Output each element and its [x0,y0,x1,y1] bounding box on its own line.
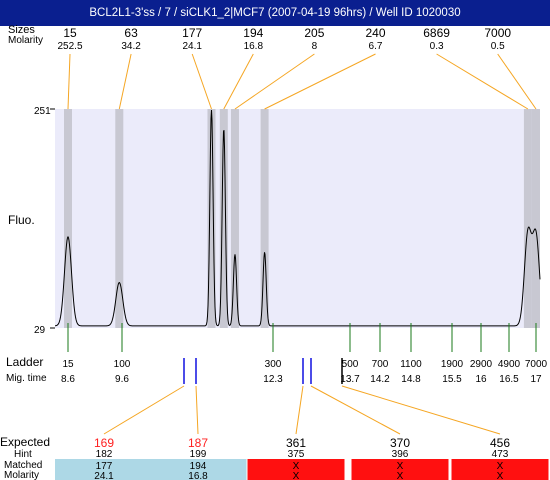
matched-molarity-label: 16.8 [188,471,208,480]
ladder-time-label: 9.6 [115,374,129,385]
peak-band-240 [260,109,269,328]
expected-leader-line [103,385,185,435]
ladder-size-label: 500 [342,359,359,370]
expected-leader-line [295,385,304,435]
ladder-size-label: 7000 [525,359,548,370]
peak-size-label: 205 [304,26,324,40]
matched-size-label: X [497,461,504,472]
peak-molarity-label: 252.5 [57,41,82,52]
ladder-time-label: 16 [475,374,487,385]
expected-leader-line [341,385,501,435]
expected-leader-line [310,385,401,435]
match-cell [247,459,345,480]
window-title-bar: BCL2L1-3'ss / 7 / siCLK1_2|MCF7 (2007-04… [0,0,550,26]
hint-size-label: 375 [288,449,305,460]
y-tick-top: 251 [34,106,51,117]
window-title: BCL2L1-3'ss / 7 / siCLK1_2|MCF7 (2007-04… [89,7,461,19]
peak-leader-line [223,53,254,110]
chart-marks: 15252.56334.217724.119416.820582406.7686… [50,26,549,480]
matched-molarity-label: 24.1 [94,471,114,480]
peak-size-label: 6869 [423,26,450,40]
ladder-row-label: Ladder [6,355,43,369]
expected-size-label: 370 [390,436,410,450]
expected-size-label: 361 [286,436,306,450]
peak-band-7000 [532,109,540,328]
match-cell [149,459,247,480]
expected-leader-line [195,385,199,435]
ladder-size-label: 4900 [498,359,521,370]
ladder-size-label: 1900 [441,359,464,370]
ladder-time-label: 17 [530,374,542,385]
peak-leader-line [436,53,529,110]
peak-molarity-label: 8 [312,41,318,52]
sizes-row-label: Sizes [8,24,35,36]
peak-leader-line [264,53,376,110]
peak-leader-line [234,53,315,110]
peak-molarity-label: 0.3 [430,41,444,52]
peak-band-63 [115,109,124,328]
matched-molarity-label: X [497,471,504,480]
hint-size-label: 182 [96,449,113,460]
ladder-time-label: 16.5 [499,374,519,385]
ladder-time-label: 14.8 [401,374,421,385]
peak-size-label: 240 [365,26,385,40]
matched-molarity-label: X [293,471,300,480]
matched-row-label: Matched [4,460,42,471]
hint-size-label: 396 [392,449,409,460]
peak-leader-line [67,53,71,110]
ladder-time-label: 15.5 [442,374,462,385]
peak-size-label: 7000 [484,26,511,40]
plot-area [55,109,540,328]
ladder-time-label: 14.2 [370,374,390,385]
ladder-time-label: 13.7 [340,374,360,385]
molarity-row-label: Molarity [8,35,43,46]
ladder-time-label: 12.3 [263,374,283,385]
y-tick-bottom: 29 [34,325,46,336]
peak-leader-line [191,53,212,110]
expected-size-label: 456 [490,436,510,450]
peak-size-label: 177 [182,26,202,40]
peak-leader-line [497,53,537,110]
matched-size-label: X [397,461,404,472]
peak-band-6869 [523,109,532,328]
peak-band-15 [64,109,72,328]
peak-molarity-label: 6.7 [369,41,383,52]
peak-molarity-label: 24.1 [182,41,202,52]
matched-size-label: X [293,461,300,472]
peak-molarity-label: 0.5 [491,41,505,52]
expected-size-label: 187 [188,436,208,450]
matched-molarity-label: X [397,471,404,480]
fluo-axis-label: Fluo. [8,213,35,227]
hint-size-label: 473 [492,449,509,460]
matched-size-label: 194 [190,461,207,472]
matched-size-label: 177 [96,461,113,472]
ladder-size-label: 15 [62,359,74,370]
expected-size-label: 169 [94,436,114,450]
peak-molarity-label: 34.2 [121,41,141,52]
peak-band-177 [207,109,216,328]
peak-band-205 [230,109,239,328]
peak-molarity-label: 16.8 [244,41,264,52]
migtime-row-label: Mig. time [6,373,47,384]
molarity-bottom-row-label: Molarity [4,470,39,480]
ladder-time-label: 8.6 [61,374,75,385]
match-cell [451,459,549,480]
ladder-size-label: 100 [114,359,131,370]
ladder-size-label: 300 [265,359,282,370]
fluorescence-trace [55,109,541,327]
peak-size-label: 15 [63,26,77,40]
peak-band-194 [219,109,228,328]
peak-size-label: 194 [243,26,263,40]
ladder-size-label: 700 [372,359,389,370]
ladder-size-label: 2900 [470,359,493,370]
peak-leader-line [118,53,132,110]
match-cell [351,459,449,480]
ladder-size-label: 1100 [400,359,422,370]
peak-size-label: 63 [124,26,138,40]
expected-row-label: Expected [0,435,50,449]
hint-row-label: Hint [14,449,32,460]
hint-size-label: 199 [190,449,207,460]
